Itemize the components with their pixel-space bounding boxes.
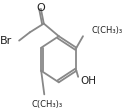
- Text: OH: OH: [80, 76, 96, 86]
- Text: O: O: [37, 3, 45, 13]
- Text: Br: Br: [0, 36, 12, 46]
- Text: C(CH₃)₃: C(CH₃)₃: [92, 26, 123, 35]
- Text: C(CH₃)₃: C(CH₃)₃: [32, 100, 63, 109]
